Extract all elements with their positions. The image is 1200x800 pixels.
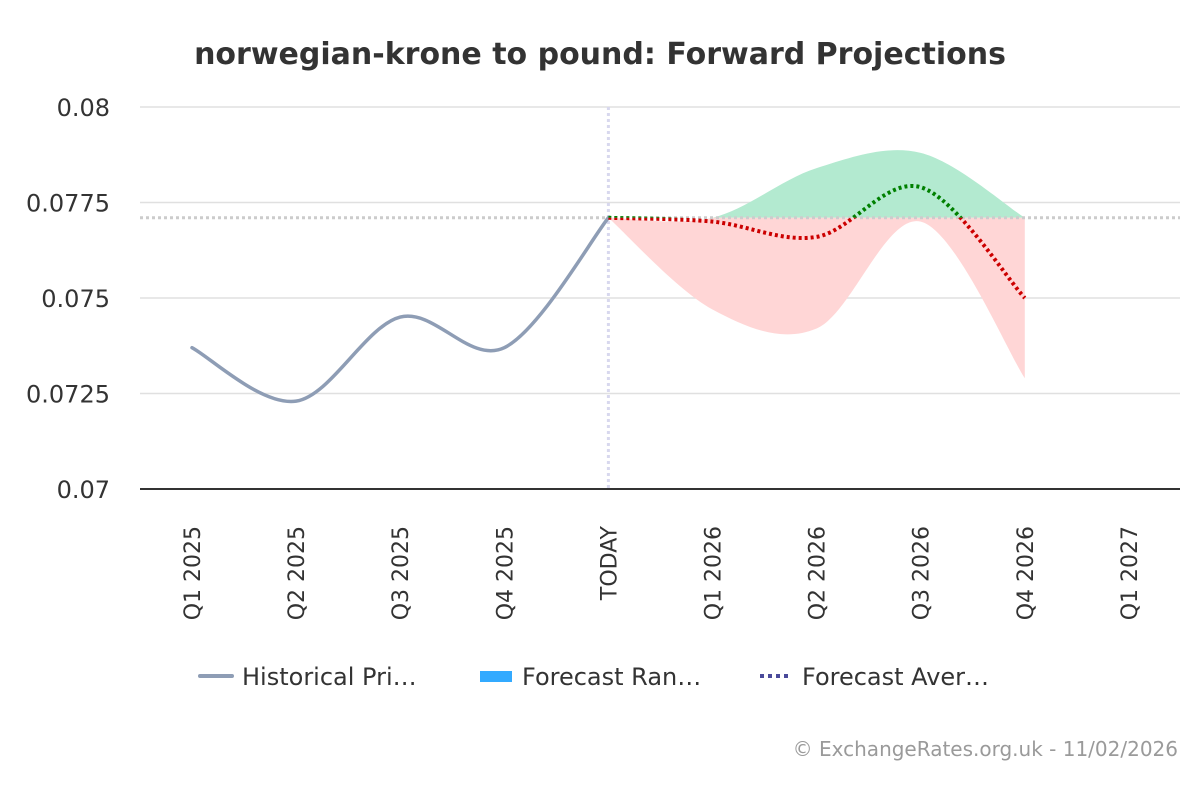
credit-text: © ExchangeRates.org.uk - 11/02/2026 [793, 737, 1178, 761]
x-tick-label: Q1 2027 [1118, 526, 1143, 620]
legend-item-forecast-average[interactable]: Forecast Aver… [760, 663, 989, 691]
y-tick-label: 0.075 [41, 285, 110, 313]
legend-item-historical[interactable]: Historical Pri… [198, 663, 417, 691]
x-tick-label: Q2 2025 [285, 526, 310, 620]
legend-item-forecast-range[interactable]: Forecast Ran… [480, 663, 701, 691]
forecast-range-below [608, 217, 1025, 379]
x-tick-label: Q2 2026 [806, 526, 831, 620]
legend-label: Historical Pri… [242, 663, 417, 691]
historical-price-line [190, 216, 611, 404]
legend[interactable]: Historical Pri… Forecast Ran… Forecast Ave… [198, 663, 989, 691]
x-tick-label: Q3 2025 [389, 526, 414, 620]
y-tick-label: 0.0725 [26, 381, 110, 409]
y-tick-label: 0.08 [57, 94, 110, 122]
x-tick-label: Q1 2026 [702, 526, 727, 620]
x-tick-label: Q1 2025 [181, 526, 206, 620]
y-tick-label: 0.0775 [26, 190, 110, 218]
y-tick-label: 0.07 [57, 476, 110, 504]
forecast-range-area [608, 150, 1025, 379]
x-tick-label: Q4 2026 [1014, 526, 1039, 620]
forecast-average-line-down [608, 217, 1027, 300]
today-markers [140, 107, 1180, 489]
legend-label: Forecast Aver… [802, 663, 989, 691]
x-tick-label: Q4 2025 [493, 526, 518, 620]
x-tick-label: TODAY [597, 525, 622, 601]
legend-symbol [480, 671, 512, 682]
x-tick-label: Q3 2026 [910, 526, 935, 620]
forecast-range-above [712, 150, 1025, 218]
series-lines [190, 183, 1027, 404]
chart-title: norwegian-krone to pound: Forward Projec… [194, 37, 1006, 72]
legend-label: Forecast Ran… [522, 663, 701, 691]
axes: 0.07 0.0725 0.075 0.0775 0.08 Q1 2025 Q2 2025 Q… [26, 94, 1180, 620]
